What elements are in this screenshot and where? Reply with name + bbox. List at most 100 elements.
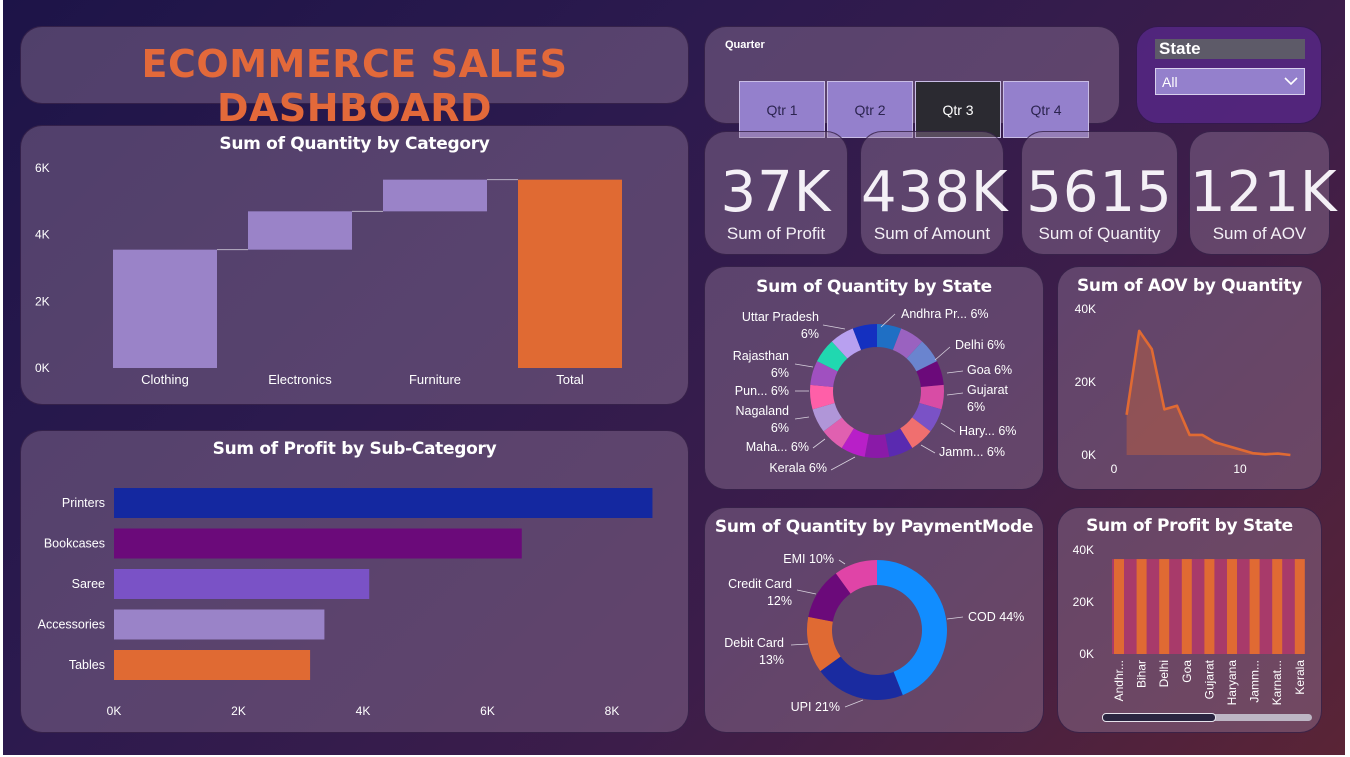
profit-by-state-bar-chart: 0K 20K 40K Andhr... Bihar Delhi Goa Gujarat Hary…: [1073, 543, 1307, 706]
horizontal-bar-chart: Printers Bookcases Saree Accessories Tables 0…: [38, 488, 653, 718]
chart-title: Sum of Quantity by State: [756, 277, 992, 297]
donut-slice: [864, 434, 890, 458]
donut-slice: [835, 560, 877, 594]
leader-line: [790, 643, 809, 646]
x-tick-label: Furniture: [409, 372, 461, 387]
data-label: EMI 10%: [783, 552, 834, 566]
aov-area-chart: 0K 20K 40K 0 10: [1075, 302, 1291, 476]
quarter-button-1[interactable]: Qtr 1: [739, 81, 825, 138]
quarter-button-2[interactable]: Qtr 2: [827, 81, 913, 138]
bar: [1204, 559, 1215, 654]
data-label: Gujarat: [967, 383, 1009, 397]
y-tick-label: 40K: [1075, 302, 1096, 316]
donut-slice: [808, 573, 851, 622]
data-label: Hary... 6%: [959, 424, 1016, 438]
x-tick-label: 0: [1111, 462, 1118, 476]
x-tick-label: 10: [1233, 462, 1247, 476]
dashboard-title: ECOMMERCE SALES DASHBOARD: [141, 42, 568, 130]
y-tick-label: 0K: [1079, 647, 1094, 661]
y-tick-label: Tables: [69, 658, 105, 672]
bar: [1294, 559, 1305, 654]
bar: [114, 488, 653, 518]
kpi-value: 5615: [1026, 160, 1173, 225]
leader-line: [822, 324, 846, 330]
data-label: Nagaland: [735, 404, 789, 418]
paymentmode-donut-chart: COD 44% UPI 21% Debit Card 13% Credit Card 12…: [724, 552, 1024, 714]
leader-line: [946, 616, 964, 620]
y-tick-label: 0K: [1081, 448, 1096, 462]
kpi-value: 438K: [861, 160, 1009, 225]
horizontal-scrollbar[interactable]: [1102, 713, 1312, 722]
state-slicer: State All: [1136, 26, 1322, 124]
state-slicer-label: State: [1155, 39, 1305, 59]
bar: [1181, 559, 1192, 654]
x-tick-label: Kerala: [1293, 660, 1307, 695]
chart-title: Sum of Quantity by Category: [219, 134, 490, 154]
waterfall-bar: [518, 179, 622, 368]
x-tick-label: Haryana: [1225, 660, 1239, 706]
data-label: Pun... 6%: [735, 384, 789, 398]
quantity-by-paymentmode-card: Sum of Quantity by PaymentMode COD 44% UP…: [704, 507, 1044, 733]
donut-slice: [906, 341, 937, 372]
leader-line: [830, 456, 856, 471]
x-tick-label: 2K: [231, 704, 246, 718]
y-tick-label: 20K: [1075, 375, 1096, 389]
data-label: 12%: [767, 594, 792, 608]
data-label: Andhra Pr... 6%: [901, 307, 989, 321]
data-label: Kerala 6%: [769, 461, 827, 475]
waterfall-bar: [383, 179, 487, 212]
waterfall-chart: 0K 2K 4K 6K Clothing Electronics Furniture Tota…: [35, 161, 622, 387]
profit-by-subcategory-card: Sum of Profit by Sub-Category Printers Bo…: [20, 430, 689, 733]
x-tick-label: Andhr...: [1112, 660, 1126, 701]
x-tick-label: Gujarat: [1202, 659, 1216, 699]
area-line: [1125, 329, 1291, 457]
kpi-label: Sum of Quantity: [1038, 224, 1161, 243]
chart-title: Sum of Profit by State: [1086, 516, 1293, 536]
quarter-button-3[interactable]: Qtr 3: [915, 81, 1001, 138]
x-tick-label: 8K: [605, 704, 620, 718]
state-donut-chart: Andhra Pr... 6% Delhi 6% Goa 6% Gujarat 6% Ha…: [733, 307, 1017, 475]
data-label: 6%: [771, 366, 789, 380]
x-tick-label: 4K: [356, 704, 371, 718]
data-label: Goa 6%: [967, 363, 1012, 377]
quarter-button-4[interactable]: Qtr 4: [1003, 81, 1089, 138]
y-tick-label: 6K: [35, 161, 50, 175]
y-tick-label: 0K: [35, 361, 50, 375]
donut-slice: [817, 341, 848, 372]
data-label: 13%: [759, 653, 784, 667]
leader-line: [880, 313, 896, 328]
quantity-by-state-card: Sum of Quantity by State Andhra Pr... 6%…: [704, 266, 1044, 490]
kpi-value: 121K: [1190, 160, 1338, 225]
data-label: Rajasthan: [733, 349, 789, 363]
donut-slice: [831, 328, 862, 359]
bar: [114, 650, 311, 680]
state-dropdown-value: All: [1162, 74, 1178, 90]
dashboard-canvas: ECOMMERCE SALES DASHBOARD Quarter Qtr 1 …: [3, 0, 1345, 755]
state-dropdown[interactable]: All: [1155, 68, 1305, 95]
scrollbar-thumb[interactable]: [1102, 713, 1216, 722]
chart-title: Sum of Quantity by PaymentMode: [714, 517, 1034, 537]
data-label: 6%: [967, 400, 985, 414]
kpi-label: Sum of Profit: [726, 224, 826, 243]
donut-slice: [823, 417, 854, 448]
data-label: Debit Card: [724, 636, 784, 650]
kpi-label: Sum of Amount: [873, 224, 991, 243]
chart-title: Sum of AOV by Quantity: [1076, 276, 1303, 296]
title-card: ECOMMERCE SALES DASHBOARD: [20, 26, 689, 130]
data-label: Maha... 6%: [746, 440, 809, 454]
donut-slice: [852, 324, 877, 350]
bar: [1272, 559, 1283, 654]
bar: [1249, 559, 1260, 654]
bar: [114, 609, 325, 640]
donut-slice: [885, 428, 913, 457]
waterfall-bar: [113, 249, 217, 368]
donut-slice: [810, 361, 838, 387]
kpi-label: Sum of AOV: [1212, 224, 1307, 243]
donut-slice: [919, 384, 944, 410]
leader-line: [794, 416, 810, 420]
data-label: 6%: [771, 421, 789, 435]
bar: [1114, 559, 1124, 654]
data-label: 6%: [801, 327, 819, 341]
donut-slice: [812, 403, 842, 432]
kpi-card-quantity: 5615 Sum of Quantity: [1021, 131, 1178, 255]
